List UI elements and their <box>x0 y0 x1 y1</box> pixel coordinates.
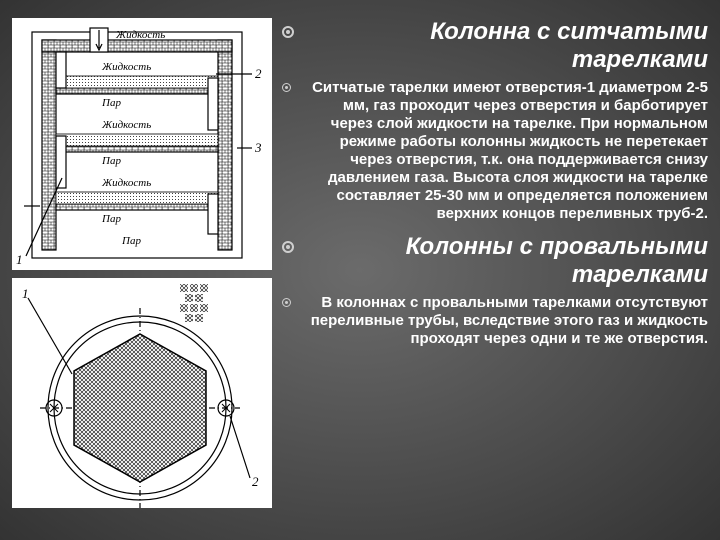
label-vapor-1: Пар <box>101 97 121 109</box>
paragraph-1: Ситчатые тарелки имеют отверстия-1 диаме… <box>299 79 708 223</box>
heading-2: Колонны с провальными тарелками <box>304 233 708 288</box>
callout-1: 1 <box>16 252 23 267</box>
label-vapor-2: Пар <box>101 155 121 167</box>
diagram-hex-plate: 1 2 <box>12 278 272 508</box>
label-liquid-3: Жидкость <box>101 177 151 189</box>
diagram-sieve-column: Жидкость Жидкость Пар <box>12 18 272 270</box>
label-feed: Жидкость <box>115 29 165 41</box>
bullet-icon <box>282 241 294 253</box>
figure-column: Жидкость Жидкость Пар <box>12 18 272 522</box>
callout-b2: 2 <box>252 474 259 489</box>
callout-b1: 1 <box>22 286 29 301</box>
label-vapor-3: Пар <box>101 213 121 225</box>
label-liquid-2: Жидкость <box>101 119 151 131</box>
paragraph-2: В колоннах с провальными тарелками отсут… <box>299 294 708 348</box>
bullet-icon <box>282 298 291 307</box>
label-liquid-1: Жидкость <box>101 61 151 73</box>
bullet-icon <box>282 83 291 92</box>
text-column: Колонна с ситчатыми тарелками Ситчатые т… <box>272 18 708 522</box>
bullet-icon <box>282 26 294 38</box>
label-vapor-bottom: Пар <box>121 235 141 247</box>
callout-2: 2 <box>255 66 262 81</box>
heading-1: Колонна с ситчатыми тарелками <box>304 18 708 73</box>
callout-3: 3 <box>254 140 262 155</box>
